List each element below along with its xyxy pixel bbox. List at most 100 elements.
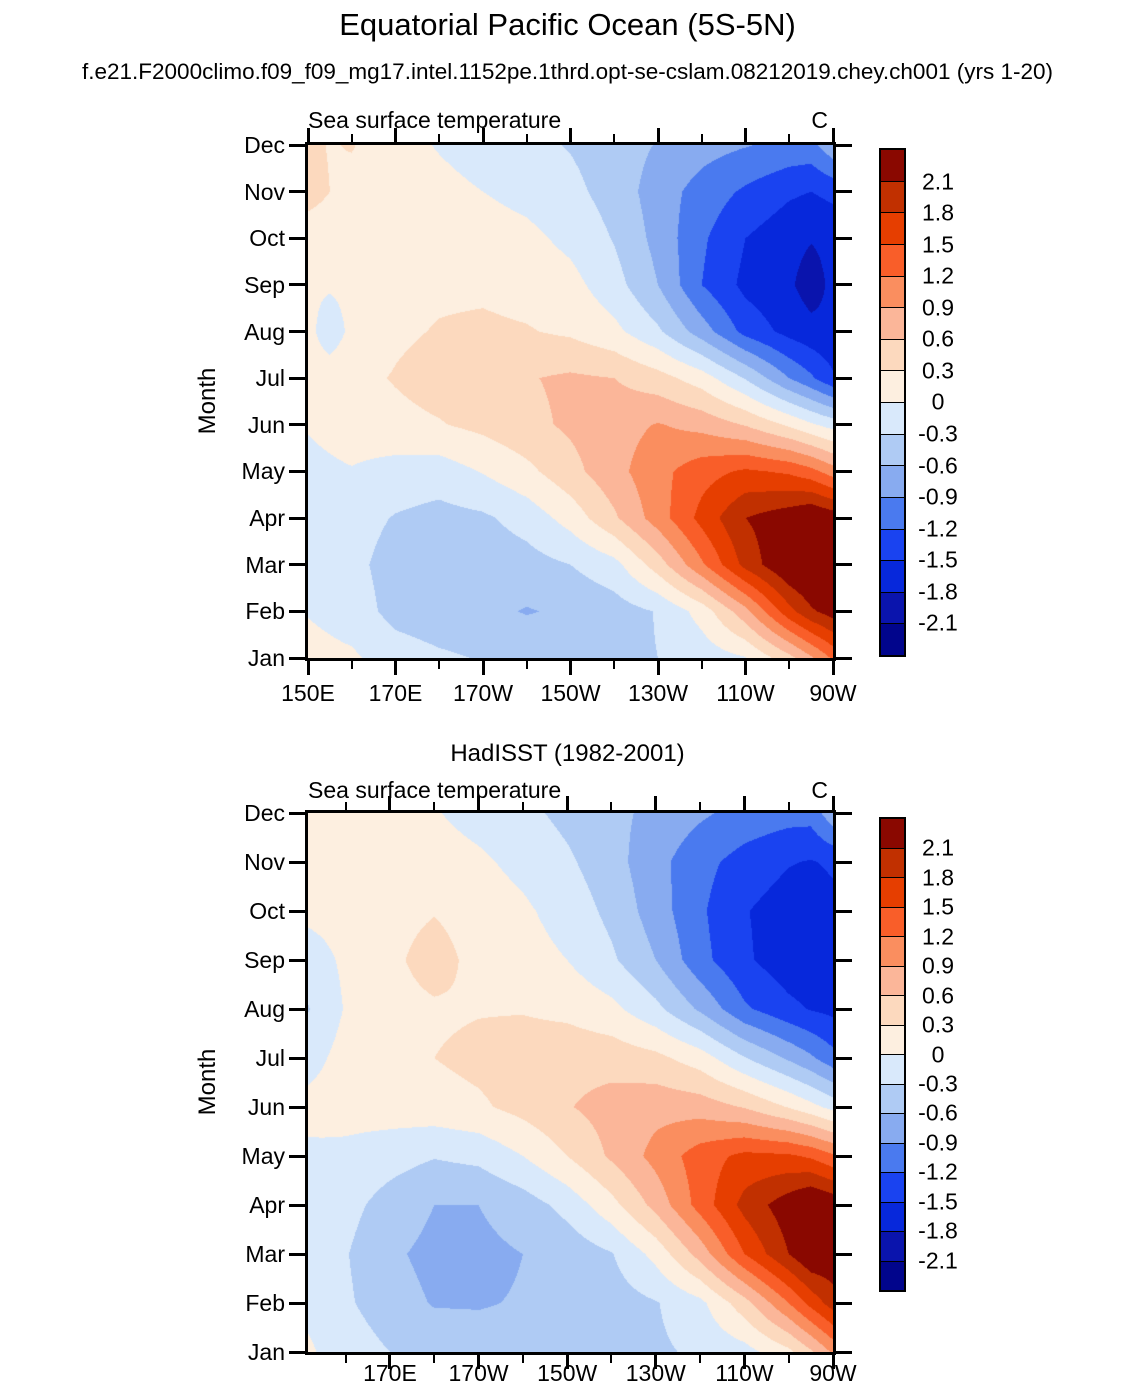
- month-tick: [836, 1056, 852, 1060]
- month-tick: [836, 469, 852, 473]
- month-tick: [836, 143, 852, 147]
- x-minor-tick: [521, 802, 524, 810]
- x-major-tick: [831, 796, 835, 810]
- colorbar-cell: [881, 150, 904, 182]
- x-major-tick: [744, 661, 747, 675]
- colorbar-cell: [881, 213, 904, 245]
- figure-title: Equatorial Pacific Ocean (5S-5N): [339, 7, 796, 42]
- colorbar-label: -0.6: [918, 452, 958, 479]
- x-major-tick: [742, 796, 746, 810]
- month-tick: [836, 376, 852, 380]
- month-label: Sep: [244, 271, 285, 298]
- month-label: Aug: [244, 318, 285, 345]
- colorbar-label: -1.5: [918, 1188, 958, 1215]
- x-major-tick: [477, 796, 481, 810]
- panel2-contour-canvas: [308, 813, 833, 1352]
- month-tick: [289, 516, 305, 520]
- panel1-header-units: C: [811, 107, 828, 133]
- colorbar-cell: [881, 1173, 904, 1203]
- month-tick: [289, 909, 305, 913]
- month-label: Oct: [249, 225, 285, 252]
- colorbar-cell: [881, 592, 904, 625]
- month-tick: [289, 1007, 305, 1011]
- x-minor-tick: [525, 134, 528, 142]
- x-tick-label: 170E: [363, 1360, 417, 1386]
- colorbar-label: -1.8: [918, 578, 958, 605]
- x-major-tick: [654, 1355, 658, 1369]
- colorbar-cell: [881, 434, 904, 467]
- x-tick-label: 150E: [281, 680, 335, 706]
- x-minor-tick: [350, 661, 353, 669]
- x-major-tick: [656, 661, 660, 675]
- month-label: May: [241, 1143, 285, 1169]
- x-minor-tick: [344, 802, 347, 810]
- month-tick: [836, 860, 852, 864]
- x-minor-tick: [521, 1355, 524, 1363]
- colorbar-cell: [881, 996, 904, 1026]
- colorbar-cell: [881, 181, 904, 214]
- x-minor-tick: [699, 802, 702, 810]
- x-minor-tick: [438, 134, 441, 142]
- x-major-tick: [394, 128, 397, 142]
- colorbar-cell: [881, 403, 904, 435]
- colorbar-label: 0.6: [922, 325, 954, 352]
- month-label: Apr: [249, 505, 285, 532]
- x-major-tick: [569, 128, 572, 142]
- colorbar-cell: [881, 1084, 904, 1114]
- x-major-tick: [565, 1355, 569, 1369]
- month-tick: [836, 1105, 852, 1109]
- figure-subtitle: f.e21.F2000climo.f09_f09_mg17.intel.1152…: [81, 59, 1053, 84]
- colorbar-cell: [881, 624, 904, 655]
- x-minor-tick: [788, 661, 791, 669]
- x-major-tick: [481, 661, 485, 675]
- month-tick: [836, 190, 852, 194]
- month-tick: [289, 1350, 305, 1354]
- month-tick: [836, 423, 852, 427]
- month-label: May: [241, 458, 285, 485]
- x-minor-tick: [787, 802, 790, 810]
- colorbar-cell: [881, 466, 904, 498]
- month-label: Aug: [244, 996, 285, 1022]
- x-tick-label: 90W: [809, 680, 857, 706]
- month-tick: [836, 1301, 852, 1305]
- month-label: Dec: [244, 800, 285, 826]
- colorbar-label: 1.8: [922, 199, 954, 226]
- x-major-tick: [394, 661, 397, 675]
- month-label: Dec: [244, 132, 285, 158]
- x-minor-tick: [525, 661, 528, 669]
- month-tick: [289, 143, 305, 147]
- colorbar-cell: [881, 907, 904, 937]
- x-major-tick: [654, 796, 658, 810]
- month-label: Oct: [249, 898, 285, 924]
- colorbar-label: -1.5: [918, 546, 958, 573]
- month-label: Feb: [245, 598, 285, 625]
- colorbar-label: -2.1: [918, 1247, 958, 1274]
- month-tick: [836, 609, 852, 613]
- colorbar-cell: [881, 1025, 904, 1055]
- x-major-tick: [744, 128, 747, 142]
- month-label: Apr: [249, 1192, 285, 1218]
- month-tick: [836, 811, 852, 815]
- month-tick: [836, 656, 852, 660]
- colorbar-cell: [881, 339, 904, 372]
- panel1-plot-frame: [305, 142, 836, 661]
- colorbar-label: 0: [931, 388, 945, 415]
- colorbar-label: 2.1: [922, 834, 954, 861]
- month-tick: [836, 958, 852, 962]
- month-tick: [289, 609, 305, 613]
- panel2-plot-frame: [305, 810, 836, 1355]
- colorbar-cell: [881, 1232, 904, 1262]
- x-major-tick: [831, 1355, 835, 1369]
- x-tick-label: 150W: [540, 680, 601, 706]
- colorbar-label: 0.9: [922, 952, 954, 979]
- colorbar-cell: [881, 878, 904, 908]
- x-tick-label: 170W: [448, 1360, 509, 1386]
- month-tick: [289, 283, 305, 287]
- colorbar-label: -0.3: [918, 420, 958, 447]
- month-tick: [289, 376, 305, 380]
- month-tick: [836, 283, 852, 287]
- x-minor-tick: [438, 661, 441, 669]
- colorbar-cell: [881, 371, 904, 403]
- x-tick-label: 110W: [715, 1360, 774, 1386]
- colorbar-cell: [881, 1114, 904, 1144]
